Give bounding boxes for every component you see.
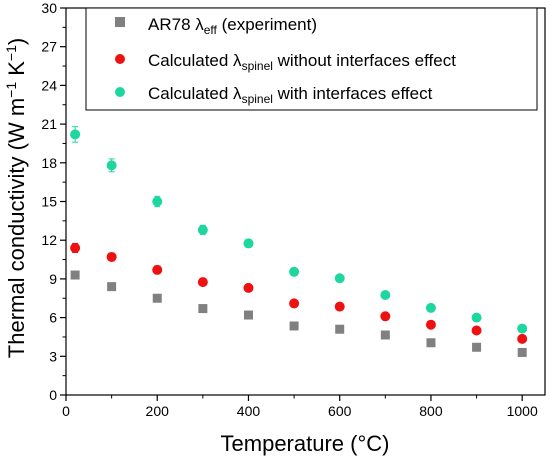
x-tick-label: 800 (419, 403, 443, 419)
y-tick-label: 30 (41, 0, 57, 16)
data-point-series-1 (471, 325, 482, 336)
legend-marker-with-interfaces (115, 87, 125, 97)
data-point-series-0 (380, 330, 390, 340)
data-point-series-0 (517, 347, 527, 357)
legend: AR78 λeff (experiment) Calculated λspine… (85, 7, 538, 111)
legend-marker-without-interfaces (115, 54, 125, 64)
y-tick-label: 24 (41, 77, 57, 93)
x-tick-label: 1000 (507, 403, 538, 419)
data-point-series-0 (335, 324, 345, 334)
data-point-series-2 (70, 129, 81, 140)
data-point-series-1 (70, 242, 81, 253)
y-axis-title-mid: K (4, 61, 29, 82)
data-point-series-0 (426, 338, 436, 348)
legend-label-without-interfaces: Calculated λspinel without interfaces ef… (148, 51, 456, 73)
x-tick-label: 400 (237, 403, 261, 419)
y-tick-label: 6 (49, 310, 57, 326)
y-tick-label: 0 (49, 387, 57, 403)
data-point-series-1 (517, 333, 528, 344)
y-tick-label: 21 (41, 116, 57, 132)
y-axis-title-end: ) (4, 38, 29, 45)
data-point-series-1 (425, 319, 436, 330)
data-point-series-0 (70, 270, 80, 280)
data-point-series-0 (198, 304, 208, 314)
y-axis-title-main: Thermal conductivity (W m (4, 98, 29, 358)
plot-area: 0 200 400 600 800 1000 0 3 6 9 12 15 18 21 24 27 30 (41, 0, 546, 419)
y-tick-label: 18 (41, 155, 57, 171)
data-point-series-2 (106, 160, 117, 171)
data-point-series-1 (334, 301, 345, 312)
data-point-series-2 (243, 238, 254, 249)
data-point-series-0 (152, 293, 162, 303)
data-point-series-1 (243, 282, 254, 293)
data-point-series-1 (152, 264, 163, 275)
y-tick-label: 15 (41, 194, 57, 210)
data-point-series-2 (425, 302, 436, 313)
y-tick-label: 27 (41, 39, 57, 55)
y-axis-title: Thermal conductivity (W m−1 K−1) (3, 38, 29, 358)
y-axis-title-sup2: −1 (3, 45, 19, 61)
data-point-series-0 (107, 282, 117, 292)
legend-label-with-interfaces: Calculated λspinel with interfaces effec… (148, 84, 433, 106)
y-tick-label: 3 (49, 348, 57, 364)
data-point-series-2 (152, 196, 163, 207)
x-tick-label: 200 (146, 403, 170, 419)
data-point-series-1 (197, 277, 208, 288)
data-point-series-0 (243, 310, 253, 320)
data-point-series-2 (289, 266, 300, 277)
y-axis-title-sup1: −1 (3, 82, 19, 98)
data-point-series-0 (472, 342, 482, 352)
data-point-series-2 (517, 323, 528, 334)
y-tick-label: 9 (49, 271, 57, 287)
data-point-series-2 (380, 290, 391, 301)
data-point-series-1 (106, 251, 117, 262)
data-point-series-2 (471, 312, 482, 323)
x-axis-title: Temperature (°C) (221, 431, 390, 456)
legend-frame (85, 7, 538, 111)
y-tick-label: 12 (41, 232, 57, 248)
x-tick-label: 0 (62, 403, 70, 419)
data-point-series-1 (289, 298, 300, 309)
legend-label-experiment: AR78 λeff (experiment) (148, 15, 317, 37)
x-tick-label: 600 (328, 403, 352, 419)
legend-marker-experiment (115, 17, 125, 27)
data-point-series-2 (197, 224, 208, 235)
data-point-series-0 (289, 321, 299, 331)
data-point-series-2 (334, 273, 345, 284)
data-point-series-1 (380, 311, 391, 322)
